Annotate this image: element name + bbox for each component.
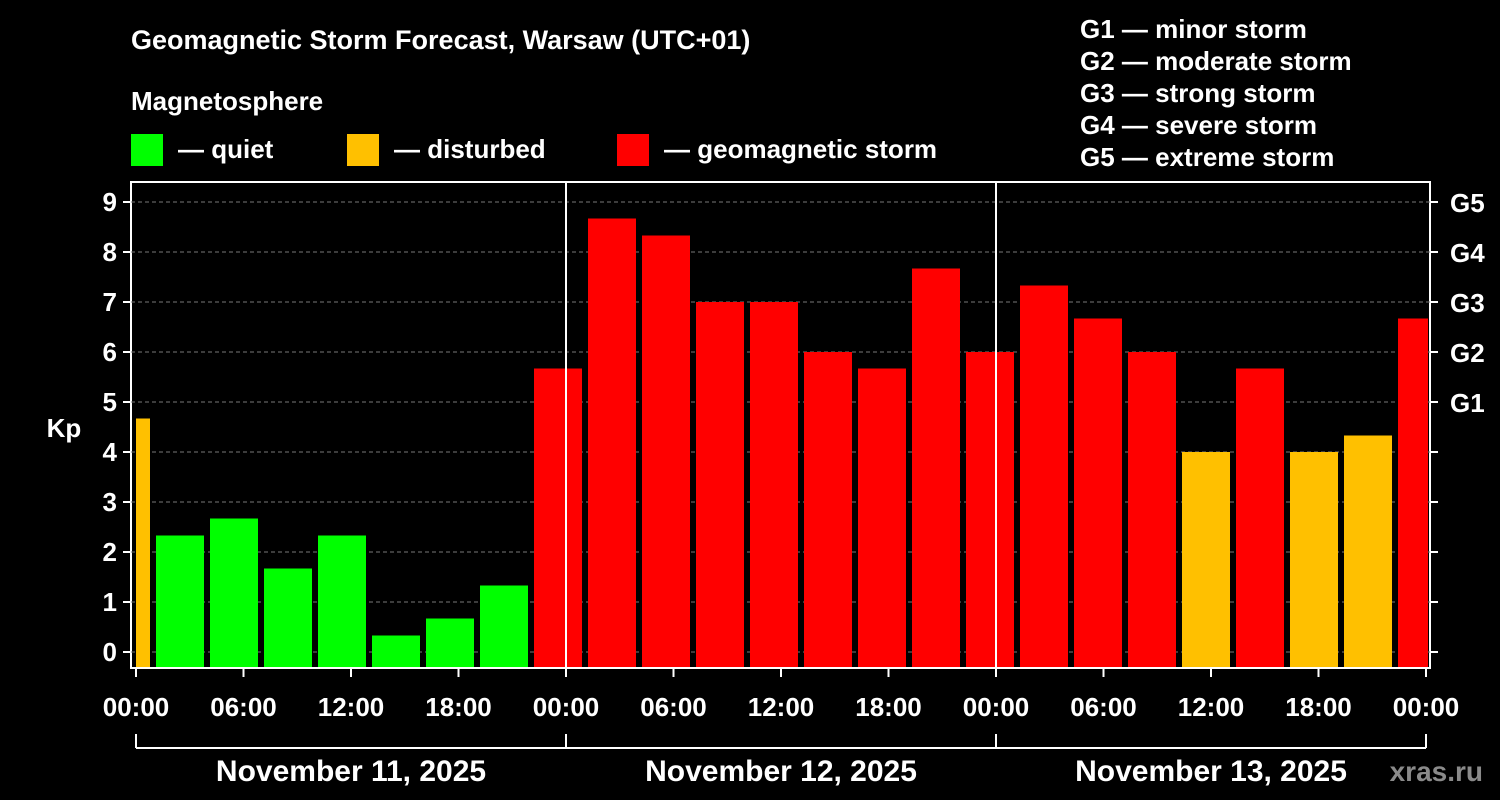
legend-label-quiet: — quiet [178, 134, 274, 164]
x-tick-label-11: 18:00 [1285, 692, 1352, 722]
x-tick-label-9: 06:00 [1070, 692, 1137, 722]
bar-7 [480, 585, 528, 667]
g-level-label-3: G3 [1450, 288, 1485, 318]
legend-swatch-quiet [131, 134, 163, 166]
bar-20 [1182, 452, 1230, 667]
bar-3 [264, 568, 312, 667]
y-tick-label-9: 9 [103, 187, 117, 217]
x-tick-label-8: 00:00 [963, 692, 1030, 722]
chart-subtitle: Magnetosphere [131, 86, 323, 116]
y-axis-label: Kp [47, 413, 82, 443]
y-tick-label-0: 0 [103, 637, 117, 667]
x-tick-label-4: 00:00 [533, 692, 600, 722]
bar-0 [136, 418, 150, 667]
x-tick-label-7: 18:00 [855, 692, 922, 722]
x-tick-label-10: 12:00 [1178, 692, 1245, 722]
bar-2 [210, 518, 258, 667]
date-label-2: November 13, 2025 [1075, 755, 1347, 788]
y-tick-label-3: 3 [103, 487, 117, 517]
storm-level-g3: G3 — strong storm [1080, 78, 1315, 108]
bar-11 [696, 302, 744, 667]
bar-1 [156, 535, 204, 667]
legend-label-disturbed: — disturbed [394, 134, 546, 164]
legend-swatch-storm [617, 134, 649, 166]
bar-15 [912, 268, 960, 667]
bar-5 [372, 635, 420, 667]
legend-swatch-disturbed [347, 134, 379, 166]
g-level-label-2: G2 [1450, 338, 1485, 368]
bar-23 [1344, 435, 1392, 667]
storm-level-g5: G5 — extreme storm [1080, 142, 1334, 172]
y-tick-label-7: 7 [103, 287, 117, 317]
storm-level-g4: G4 — severe storm [1080, 110, 1317, 140]
x-tick-label-3: 18:00 [425, 692, 492, 722]
y-tick-label-5: 5 [103, 387, 117, 417]
chart-title: Geomagnetic Storm Forecast, Warsaw (UTC+… [131, 25, 750, 55]
y-tick-label-6: 6 [103, 337, 117, 367]
bar-17 [1020, 285, 1068, 667]
legend-label-storm: — geomagnetic storm [664, 134, 937, 164]
bar-8 [534, 368, 582, 667]
x-tick-label-1: 06:00 [210, 692, 277, 722]
bar-19 [1128, 352, 1176, 667]
bar-4 [318, 535, 366, 667]
date-label-1: November 12, 2025 [645, 755, 917, 788]
plot-area: 0 1 2 3 4 5 6 7 8 9 00:00 06:00 12:00 18:00 00:00 06:00… [103, 181, 1485, 788]
bar-22 [1290, 452, 1338, 667]
storm-level-g1: G1 — minor storm [1080, 14, 1307, 44]
x-tick-label-0: 00:00 [103, 692, 170, 722]
bar-12 [750, 302, 798, 667]
bar-13 [804, 352, 852, 667]
y-tick-label-2: 2 [103, 537, 117, 567]
x-tick-label-6: 12:00 [748, 692, 815, 722]
g-level-label-1: G1 [1450, 388, 1485, 418]
bar-10 [642, 235, 690, 667]
x-tick-label-12: 00:00 [1393, 692, 1460, 722]
storm-level-g2: G2 — moderate storm [1080, 46, 1352, 76]
y-tick-label-8: 8 [103, 237, 117, 267]
x-tick-label-5: 06:00 [640, 692, 707, 722]
bar-16 [966, 352, 1014, 667]
bar-24 [1398, 318, 1428, 667]
brand-watermark: xras.ru [1390, 756, 1483, 787]
g-level-label-5: G5 [1450, 188, 1485, 218]
bar-6 [426, 618, 474, 667]
x-tick-label-2: 12:00 [318, 692, 385, 722]
bar-14 [858, 368, 906, 667]
g-level-label-4: G4 [1450, 238, 1485, 268]
bar-21 [1236, 368, 1284, 667]
bar-18 [1074, 318, 1122, 667]
date-label-0: November 11, 2025 [216, 755, 486, 788]
y-tick-label-4: 4 [103, 437, 118, 467]
bar-9 [588, 218, 636, 667]
y-tick-label-1: 1 [103, 587, 117, 617]
